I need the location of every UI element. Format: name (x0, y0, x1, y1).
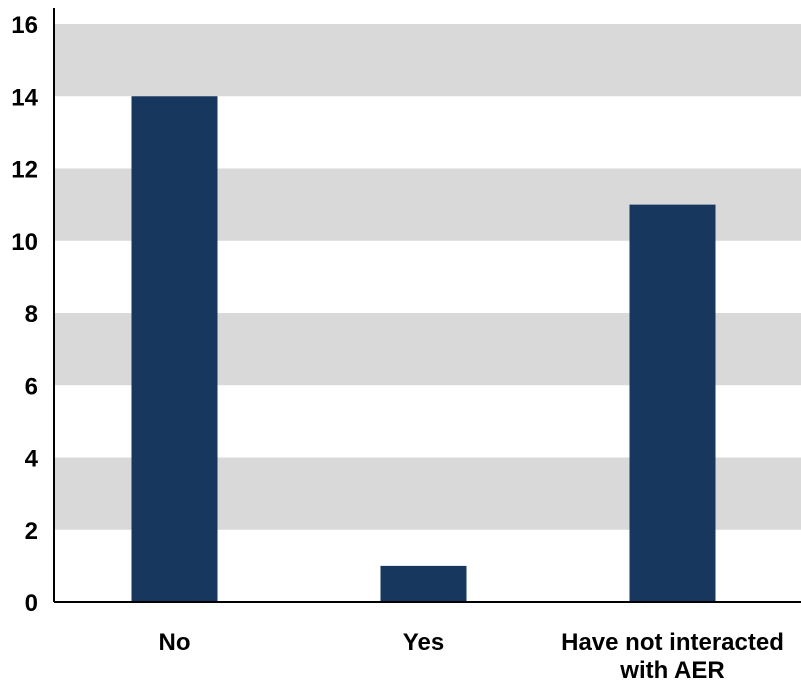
y-tick-label: 2 (25, 518, 38, 545)
y-tick-label: 16 (11, 12, 38, 39)
x-tick-label: Yes (403, 629, 444, 656)
y-tick-label: 0 (25, 590, 38, 617)
y-tick-labels: 0 2 4 6 8 10 12 14 16 (11, 12, 38, 617)
y-tick-label: 14 (11, 84, 38, 111)
y-tick-label: 8 (25, 301, 38, 328)
axes-group (53, 8, 801, 603)
bar (131, 96, 218, 602)
x-tick-label: with AER (619, 657, 724, 684)
bar (380, 565, 467, 602)
y-tick-label: 6 (25, 373, 38, 400)
x-tick-label: No (159, 629, 191, 656)
bar (629, 204, 716, 602)
y-tick-label: 4 (25, 446, 39, 473)
bars-group (131, 96, 716, 602)
x-tick-label: Have not interacted (561, 629, 784, 656)
y-tick-label: 12 (11, 157, 38, 184)
grid-band (54, 24, 801, 97)
y-tick-label: 10 (11, 229, 38, 256)
